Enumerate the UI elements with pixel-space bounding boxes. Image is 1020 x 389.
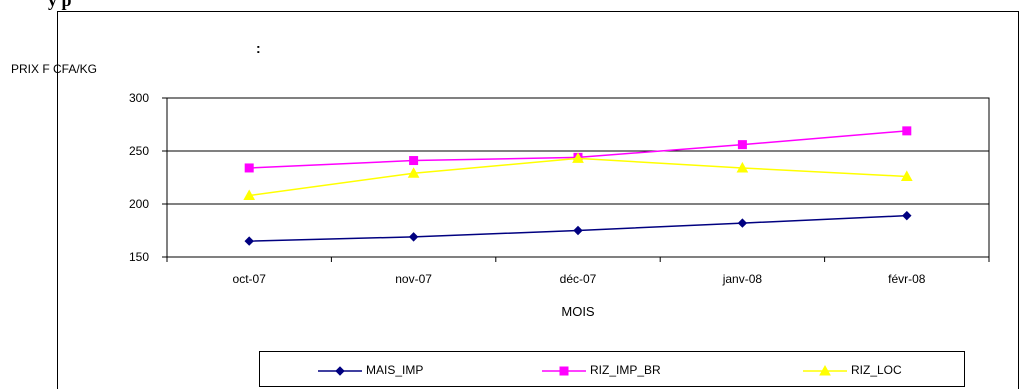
legend-marker-riz-loc (803, 364, 847, 376)
point-riz-loc-3 (736, 161, 749, 173)
point-riz-loc-1 (407, 167, 420, 178)
plot-area (166, 97, 990, 258)
legend-marker-riz-imp-br (542, 366, 586, 376)
point-mais-imp-1 (408, 232, 419, 242)
x-axis-label: MOIS (561, 304, 595, 319)
legend-marker-mais-imp (318, 366, 362, 376)
legend-label-riz-loc: RIZ_LOC (851, 363, 902, 377)
legend-point-riz-loc (819, 364, 831, 376)
point-riz-imp-br-4 (902, 126, 912, 136)
point-riz-imp-br-0 (244, 163, 254, 173)
x-tick-label-févr-08: févr-08 (888, 272, 926, 286)
point-riz-imp-br-1 (409, 156, 419, 166)
x-tick-label-nov-07: nov-07 (395, 272, 432, 286)
y-tick-label-200: 200 (129, 197, 149, 211)
y-tick-label-250: 250 (129, 144, 149, 158)
page-title-cut: y p (48, 0, 72, 10)
legend-point-riz-imp-br (559, 366, 569, 376)
legend-label-mais-imp: MAIS_IMP (366, 363, 424, 377)
y-tick-label-150: 150 (129, 250, 149, 264)
legend-label-riz-imp-br: RIZ_IMP_BR (590, 363, 661, 377)
legend-point-mais-imp (335, 366, 345, 376)
x-tick-label-janv-08: janv-08 (722, 272, 763, 286)
point-mais-imp-3 (737, 218, 748, 228)
chart-legend: MAIS_IMP RIZ_IMP_BR RIZ_LOC (259, 351, 965, 387)
point-riz-loc-4 (900, 170, 913, 181)
point-riz-loc-0 (243, 189, 256, 201)
y-axis-label: PRIX F CFA/KG (11, 62, 98, 76)
point-riz-imp-br-3 (737, 140, 747, 150)
chart-frame (57, 11, 1019, 389)
point-mais-imp-4 (902, 210, 912, 221)
colon-mark: : (256, 40, 261, 56)
x-tick-label-oct-07: oct-07 (233, 272, 267, 286)
point-mais-imp-0 (244, 236, 254, 246)
x-tick-label-déc-07: déc-07 (560, 272, 597, 286)
point-riz-loc-2 (572, 152, 584, 163)
y-tick-label-300: 300 (129, 91, 149, 105)
point-mais-imp-2 (573, 225, 583, 236)
